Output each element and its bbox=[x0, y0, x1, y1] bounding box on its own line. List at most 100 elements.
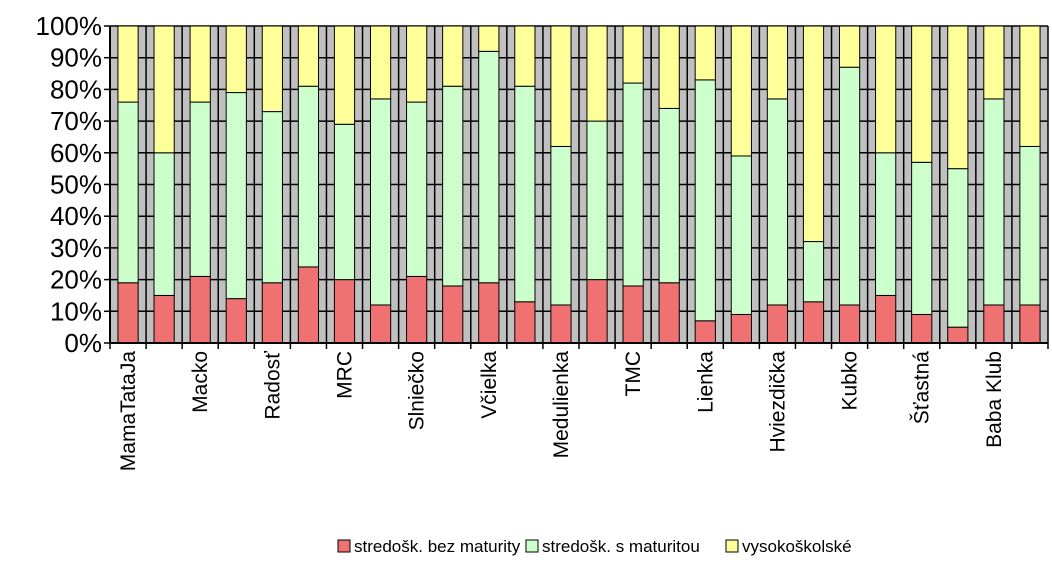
bar-segment-s1-c13 bbox=[586, 120, 608, 281]
bar-segment-s1-c6 bbox=[333, 123, 356, 281]
bar-segment-s1-c24 bbox=[983, 98, 1005, 306]
bar-segment-s0-c1 bbox=[153, 294, 175, 344]
bar-segment-s2-c7 bbox=[369, 25, 392, 100]
x-category-label: Radosť bbox=[261, 350, 284, 420]
plot-area bbox=[109, 25, 1049, 344]
bar-segment-s0-c4 bbox=[261, 282, 283, 344]
bar-segment-s2-c11 bbox=[514, 25, 536, 87]
bar-segment-s2-c6 bbox=[333, 25, 356, 125]
x-category-label: MamaTataJa bbox=[117, 351, 140, 472]
x-category-label: Hviezdička bbox=[766, 351, 789, 453]
bar-segment-s0-c8 bbox=[406, 275, 428, 344]
bar-segment-s0-c23 bbox=[947, 326, 969, 344]
y-tick-label: 0% bbox=[64, 328, 102, 358]
x-category-label: TMC bbox=[622, 351, 645, 397]
bar-segment-s1-c9 bbox=[442, 85, 464, 287]
bar-segment-s2-c24 bbox=[983, 25, 1005, 100]
bar-segment-s0-c10 bbox=[478, 282, 500, 344]
bar-segment-s2-c0 bbox=[117, 25, 139, 103]
bar-segment-s2-c18 bbox=[766, 25, 789, 100]
bar-segment-s0-c5 bbox=[297, 266, 320, 344]
bar-segment-s1-c20 bbox=[838, 66, 861, 306]
bar-segment-s1-c15 bbox=[658, 107, 680, 284]
bar-segment-s2-c9 bbox=[442, 25, 464, 87]
bar-segment-s1-c10 bbox=[478, 50, 500, 284]
bar-segment-s0-c3 bbox=[225, 298, 247, 344]
bar-segment-s0-c16 bbox=[694, 320, 716, 344]
y-tick-label: 30% bbox=[50, 233, 102, 263]
bar-segment-s2-c21 bbox=[875, 25, 897, 154]
bar-segment-s2-c1 bbox=[153, 25, 175, 154]
x-category-label: Včielka bbox=[478, 351, 501, 419]
bar-segment-s1-c5 bbox=[297, 85, 320, 268]
bar-segment-s0-c17 bbox=[730, 313, 752, 344]
bar-segment-s0-c19 bbox=[802, 301, 825, 344]
x-category-label: Lienka bbox=[694, 351, 717, 413]
bar-segment-s0-c22 bbox=[911, 313, 933, 344]
y-tick-label: 40% bbox=[50, 201, 102, 231]
bar-segment-s2-c16 bbox=[694, 25, 716, 81]
x-category-label: Medulienka bbox=[550, 351, 573, 459]
bar-segment-s0-c11 bbox=[514, 301, 536, 344]
y-tick-label: 90% bbox=[50, 43, 102, 73]
bar-segment-s0-c25 bbox=[1019, 304, 1041, 344]
y-axis: 0%10%20%30%40%50%60%70%80%90%100% bbox=[36, 11, 111, 358]
legend-swatch-2 bbox=[725, 539, 739, 553]
bar-segment-s1-c21 bbox=[875, 152, 897, 296]
bar-segment-s1-c16 bbox=[694, 79, 716, 322]
bar-segment-s0-c15 bbox=[658, 282, 680, 344]
x-category-label: MRC bbox=[334, 351, 357, 399]
bar-segment-s2-c19 bbox=[802, 25, 825, 243]
y-tick-label: 100% bbox=[36, 11, 103, 41]
bar-segment-s1-c0 bbox=[117, 101, 139, 284]
bar-segment-s2-c25 bbox=[1019, 25, 1041, 147]
bar-segment-s0-c14 bbox=[622, 285, 644, 344]
bar-segment-s0-c24 bbox=[983, 304, 1005, 344]
bar-segment-s0-c18 bbox=[766, 304, 789, 344]
bar-segment-s0-c13 bbox=[586, 279, 608, 344]
x-category-label: Slniečko bbox=[406, 351, 429, 430]
bar-segment-s1-c19 bbox=[802, 241, 825, 303]
bar-segment-s1-c3 bbox=[225, 92, 247, 300]
bar-segment-s1-c2 bbox=[189, 101, 211, 277]
bar-segment-s2-c5 bbox=[297, 25, 320, 87]
bar-segment-s2-c14 bbox=[622, 25, 644, 84]
bar-segment-s1-c1 bbox=[153, 152, 175, 296]
bar-segment-s0-c7 bbox=[369, 304, 392, 344]
bar-segment-s0-c20 bbox=[838, 304, 861, 344]
bar-segment-s2-c15 bbox=[658, 25, 680, 109]
bar-segment-s1-c25 bbox=[1019, 145, 1041, 306]
x-category-label: Kubko bbox=[839, 351, 862, 411]
bar-segment-s0-c6 bbox=[333, 279, 356, 344]
y-tick-label: 20% bbox=[50, 265, 102, 295]
legend-swatch-0 bbox=[337, 539, 351, 553]
legend-label-0: stredošk. bez maturity bbox=[354, 537, 521, 556]
bar-segment-s2-c2 bbox=[189, 25, 211, 103]
bar-segment-s1-c17 bbox=[730, 155, 752, 315]
bar-segment-s1-c12 bbox=[550, 145, 572, 306]
y-tick-label: 10% bbox=[50, 296, 102, 326]
bar-segment-s2-c3 bbox=[225, 25, 247, 94]
bar-segment-s2-c22 bbox=[911, 25, 933, 163]
bar-segment-s1-c11 bbox=[514, 85, 536, 303]
x-category-label: Šťastná bbox=[911, 351, 934, 425]
bar-segment-s2-c10 bbox=[478, 25, 500, 52]
bar-segment-s2-c13 bbox=[586, 25, 608, 122]
x-category-label: Baba Klub bbox=[983, 351, 1006, 448]
y-tick-label: 60% bbox=[50, 138, 102, 168]
legend-label-1: stredošk. s maturitou bbox=[542, 537, 700, 556]
bar-segment-s1-c23 bbox=[947, 168, 969, 328]
bar-segment-s1-c7 bbox=[369, 98, 392, 306]
bar-segment-s1-c22 bbox=[911, 161, 933, 315]
bar-segment-s1-c14 bbox=[622, 82, 644, 287]
legend: stredošk. bez maturity stredošk. s maturi… bbox=[337, 537, 852, 556]
x-category-label: Macko bbox=[189, 351, 212, 413]
bar-segment-s2-c12 bbox=[550, 25, 572, 147]
bar-segment-s2-c20 bbox=[838, 25, 861, 68]
bar-segment-s2-c23 bbox=[947, 25, 969, 170]
bar-segment-s2-c8 bbox=[406, 25, 428, 103]
legend-swatch-1 bbox=[525, 539, 539, 553]
y-tick-label: 80% bbox=[50, 74, 102, 104]
bar-segment-s0-c9 bbox=[442, 285, 464, 344]
